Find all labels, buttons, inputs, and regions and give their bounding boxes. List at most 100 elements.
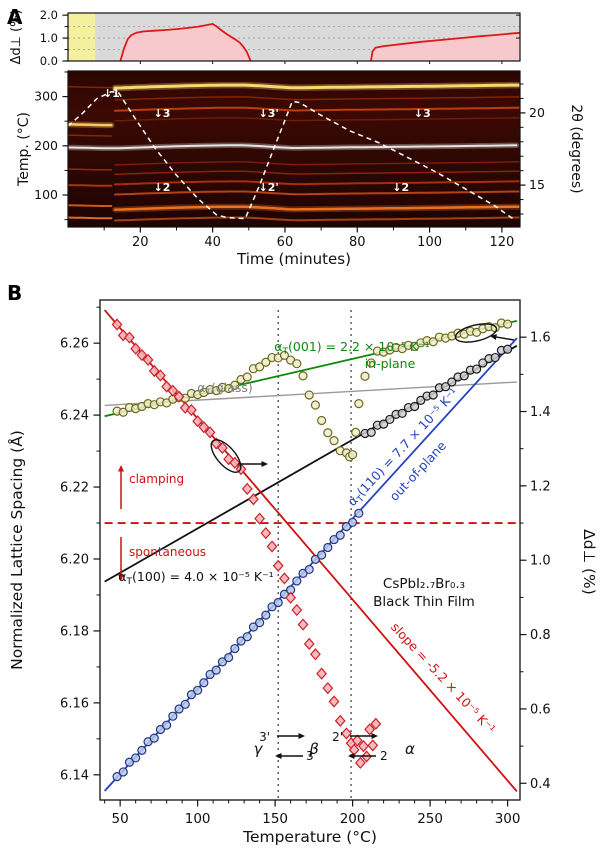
streak-6	[114, 170, 520, 175]
axis-callout-ellipse	[210, 439, 242, 473]
initial-streak-6	[68, 216, 113, 220]
left-ytick: 6.14	[60, 768, 89, 783]
annotation: CsPbI₂.₇Br₀.₃	[383, 576, 465, 592]
annotation: 2	[380, 749, 388, 763]
peak-annotation: ↓3'	[259, 107, 279, 120]
annotation: β	[308, 740, 319, 758]
right-ytick: 1.4	[530, 405, 551, 420]
left-y-axis-label: Normalized Lattice Spacing (Å)	[7, 430, 26, 670]
axis-callout-ellipse	[454, 323, 498, 343]
time-tick: 120	[490, 235, 515, 250]
annotation: clamping	[129, 472, 184, 486]
time-tick: 40	[204, 235, 221, 250]
temp-tick: 100	[34, 187, 58, 202]
xtick: 150	[262, 811, 288, 827]
streak-2	[114, 106, 520, 112]
strip-ytick: 2.0	[40, 8, 58, 22]
peak-annotation: ↓3	[154, 107, 171, 120]
panel-b-label: B	[7, 281, 22, 305]
annotation: αT(glass)	[197, 380, 253, 398]
left-ytick: 6.18	[60, 624, 89, 639]
streak-4	[68, 144, 518, 150]
annotation: Black Thin Film	[373, 594, 475, 610]
left-ytick: 6.16	[60, 696, 89, 711]
time-tick: 80	[349, 235, 366, 250]
temp-axis-label: Temp. (°C)	[16, 112, 32, 187]
peak-annotation: ↓2	[392, 181, 409, 194]
peak-annotation: ↓2'	[259, 181, 279, 194]
strip-ylabel: Δd⊥ (%)	[9, 9, 24, 64]
initial-streak-4	[68, 184, 113, 187]
annotation: spontaneous	[129, 545, 206, 559]
temp-tick: 300	[34, 89, 58, 104]
series-out-of-plane (110) lattice spacing	[112, 508, 364, 782]
strain-pulse-2-area	[371, 32, 520, 61]
series-cubic phase lattice spacing	[360, 344, 513, 439]
right-ytick: 0.6	[530, 702, 551, 717]
strip-ytick: 1.0	[40, 31, 58, 45]
yellow-band	[68, 13, 96, 61]
streak-1	[114, 96, 520, 101]
streak-5	[114, 161, 520, 166]
annotation: 3	[306, 749, 314, 763]
time-axis-label: Time (minutes)	[236, 250, 351, 268]
series-in-plane (001) lattice spacing	[112, 318, 513, 462]
lattice-plot: αT(001) = 2.2 × 10⁻⁵ K⁻¹in-plane αT(glass…	[7, 299, 598, 846]
left-ytick: 6.22	[60, 481, 89, 496]
annotation: in-plane	[365, 356, 416, 371]
annotation: 2'	[332, 730, 343, 744]
annotation: slope = -5.2 × 10⁻⁵ K⁻¹	[388, 620, 498, 737]
streak-10	[114, 216, 520, 222]
time-tick: 60	[277, 235, 294, 250]
right-ytick: 1.0	[530, 554, 551, 569]
right-ytick: 1.2	[530, 479, 551, 494]
time-tick: 20	[132, 235, 149, 250]
right-y-axis-label: Δd⊥ (%)	[580, 529, 598, 595]
left-ytick: 6.26	[60, 337, 89, 352]
left-ytick: 6.20	[60, 552, 89, 567]
streak-9	[113, 205, 520, 211]
annotation: αT(100) = 4.0 × 10⁻⁵ K⁻¹	[118, 569, 273, 587]
twotheta-tick: 20	[529, 105, 545, 120]
annotation: γ	[254, 740, 264, 758]
right-ytick: 0.8	[530, 628, 551, 643]
time-tick: 100	[417, 235, 442, 250]
panel-a: 0.0 1.0 2.0 Δd⊥ (%) ↓1 ↓3 ↓3' ↓3 ↓2 ↓2' ↓2 100 200 30…	[9, 8, 584, 268]
annotation: 3'	[259, 730, 270, 744]
temperature-profile	[68, 90, 514, 220]
annotation: αT(001) = 2.2 × 10⁻⁵ K⁻¹	[274, 339, 429, 357]
left-ytick: 6.24	[60, 409, 89, 424]
heatmap-plot: ↓1 ↓3 ↓3' ↓3 ↓2 ↓2' ↓2 100 200 300 15 20 20 40 60 80 100…	[16, 70, 584, 268]
initial-streak-2	[68, 134, 113, 137]
twotheta-axis-label: 2θ (degrees)	[568, 104, 584, 193]
strain-pulse-1-area	[120, 23, 251, 61]
annotation: α	[405, 740, 415, 758]
initial-streak-0	[68, 86, 113, 89]
xtick: 300	[495, 811, 521, 827]
series-tetragonal strain Δd⊥	[111, 318, 382, 769]
strip-plot: 0.0 1.0 2.0 Δd⊥ (%)	[9, 8, 521, 68]
twotheta-tick: 15	[529, 177, 545, 192]
peak-annotation: ↓2	[154, 181, 171, 194]
initial-streak-5	[68, 204, 113, 207]
peak-annotation: ↓1	[103, 87, 120, 100]
strain-pulse-1-line	[119, 22, 252, 62]
xtick: 200	[340, 811, 366, 827]
streak-0	[113, 83, 520, 90]
peak-annotation: ↓3	[414, 107, 431, 120]
strip-ytick: 0.0	[40, 54, 58, 68]
initial-streak-3	[68, 168, 113, 171]
xtick: 250	[417, 811, 443, 827]
right-ytick: 0.4	[530, 777, 551, 792]
initial-streak-1	[68, 123, 113, 127]
strain-pulse-2-line	[370, 31, 521, 62]
right-ytick: 1.6	[530, 331, 551, 346]
streak-8	[114, 190, 520, 196]
panel-b: αT(001) = 2.2 × 10⁻⁵ K⁻¹in-plane αT(glass…	[7, 299, 598, 846]
temp-tick: 200	[34, 138, 58, 153]
streak-3	[114, 117, 520, 122]
xtick: 50	[112, 811, 129, 827]
x-axis-label: Temperature (°C)	[242, 828, 377, 846]
